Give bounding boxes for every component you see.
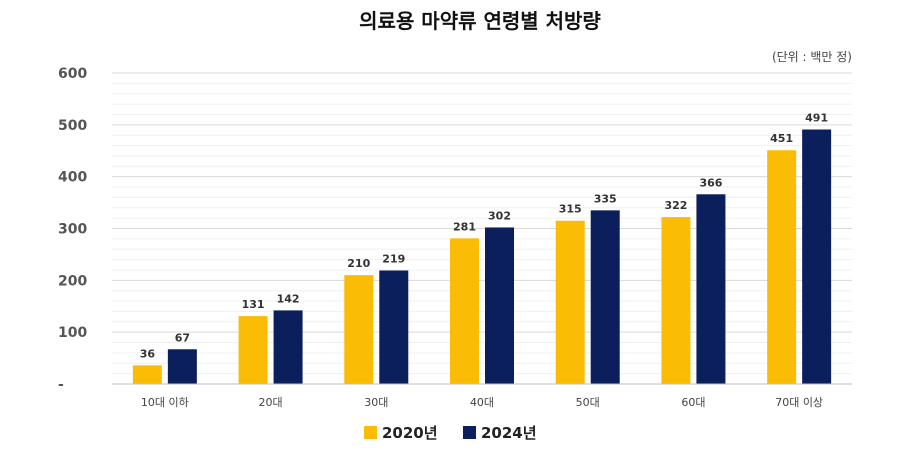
gridlines — [112, 72, 852, 375]
bar — [450, 238, 479, 384]
bar — [696, 194, 726, 384]
y-tick-label: 600 — [58, 66, 87, 82]
legend-label: 2020년 — [382, 424, 438, 442]
y-tick-label: - — [58, 377, 64, 393]
bar — [590, 210, 620, 384]
x-axis: 10대 이하 20대 30대 40대 50대 60대 70대 이상 — [112, 383, 852, 409]
data-label: 322 — [664, 199, 687, 212]
data-label: 335 — [594, 192, 617, 205]
bar — [238, 316, 268, 384]
data-label: 219 — [382, 252, 405, 265]
bar — [344, 275, 374, 384]
x-tick-label: 20대 — [259, 396, 283, 409]
data-label: 302 — [488, 209, 511, 222]
bar — [167, 349, 197, 384]
bars — [132, 129, 832, 384]
data-label: 491 — [805, 111, 828, 124]
data-label: 210 — [347, 257, 370, 270]
bar — [802, 129, 832, 384]
x-tick-label: 30대 — [364, 396, 388, 409]
unit-note: (단위 : 백만 정) — [772, 50, 852, 64]
legend-label: 2024년 — [481, 424, 537, 442]
legend: 2020년 2024년 — [364, 424, 537, 442]
legend-swatch — [463, 426, 476, 439]
y-tick-label: 200 — [58, 273, 87, 289]
data-labels: 36 67 131 142 210 219 281 302 315 335 322 366 451 491 — [140, 111, 828, 360]
y-tick-label: 300 — [58, 222, 87, 238]
data-label: 142 — [277, 292, 300, 305]
x-tick-label: 60대 — [681, 396, 705, 409]
bar — [379, 270, 409, 384]
legend-swatch — [364, 426, 377, 439]
y-tick-label: 400 — [58, 170, 87, 186]
chart-title: 의료용 마약류 연령별 처방량 — [359, 9, 601, 33]
y-axis: - 100 200 300 400 500 600 — [58, 66, 87, 393]
x-tick-label: 70대 이상 — [775, 396, 823, 409]
x-tick-label: 10대 이하 — [141, 395, 189, 409]
data-label: 315 — [559, 203, 582, 216]
bar — [273, 310, 303, 384]
y-tick-label: 500 — [58, 118, 87, 134]
bar — [661, 217, 691, 384]
data-label: 67 — [175, 331, 190, 344]
bar — [485, 227, 514, 384]
data-label: 131 — [242, 298, 265, 311]
y-tick-label: 100 — [58, 325, 87, 341]
data-label: 451 — [770, 132, 793, 145]
bar — [767, 150, 797, 384]
x-tick-label: 40대 — [470, 396, 494, 409]
bar — [555, 220, 585, 384]
x-tick-label: 50대 — [576, 396, 600, 409]
bar — [132, 365, 162, 384]
data-label: 366 — [699, 176, 722, 189]
data-label: 36 — [140, 347, 156, 360]
data-label: 281 — [453, 220, 476, 233]
